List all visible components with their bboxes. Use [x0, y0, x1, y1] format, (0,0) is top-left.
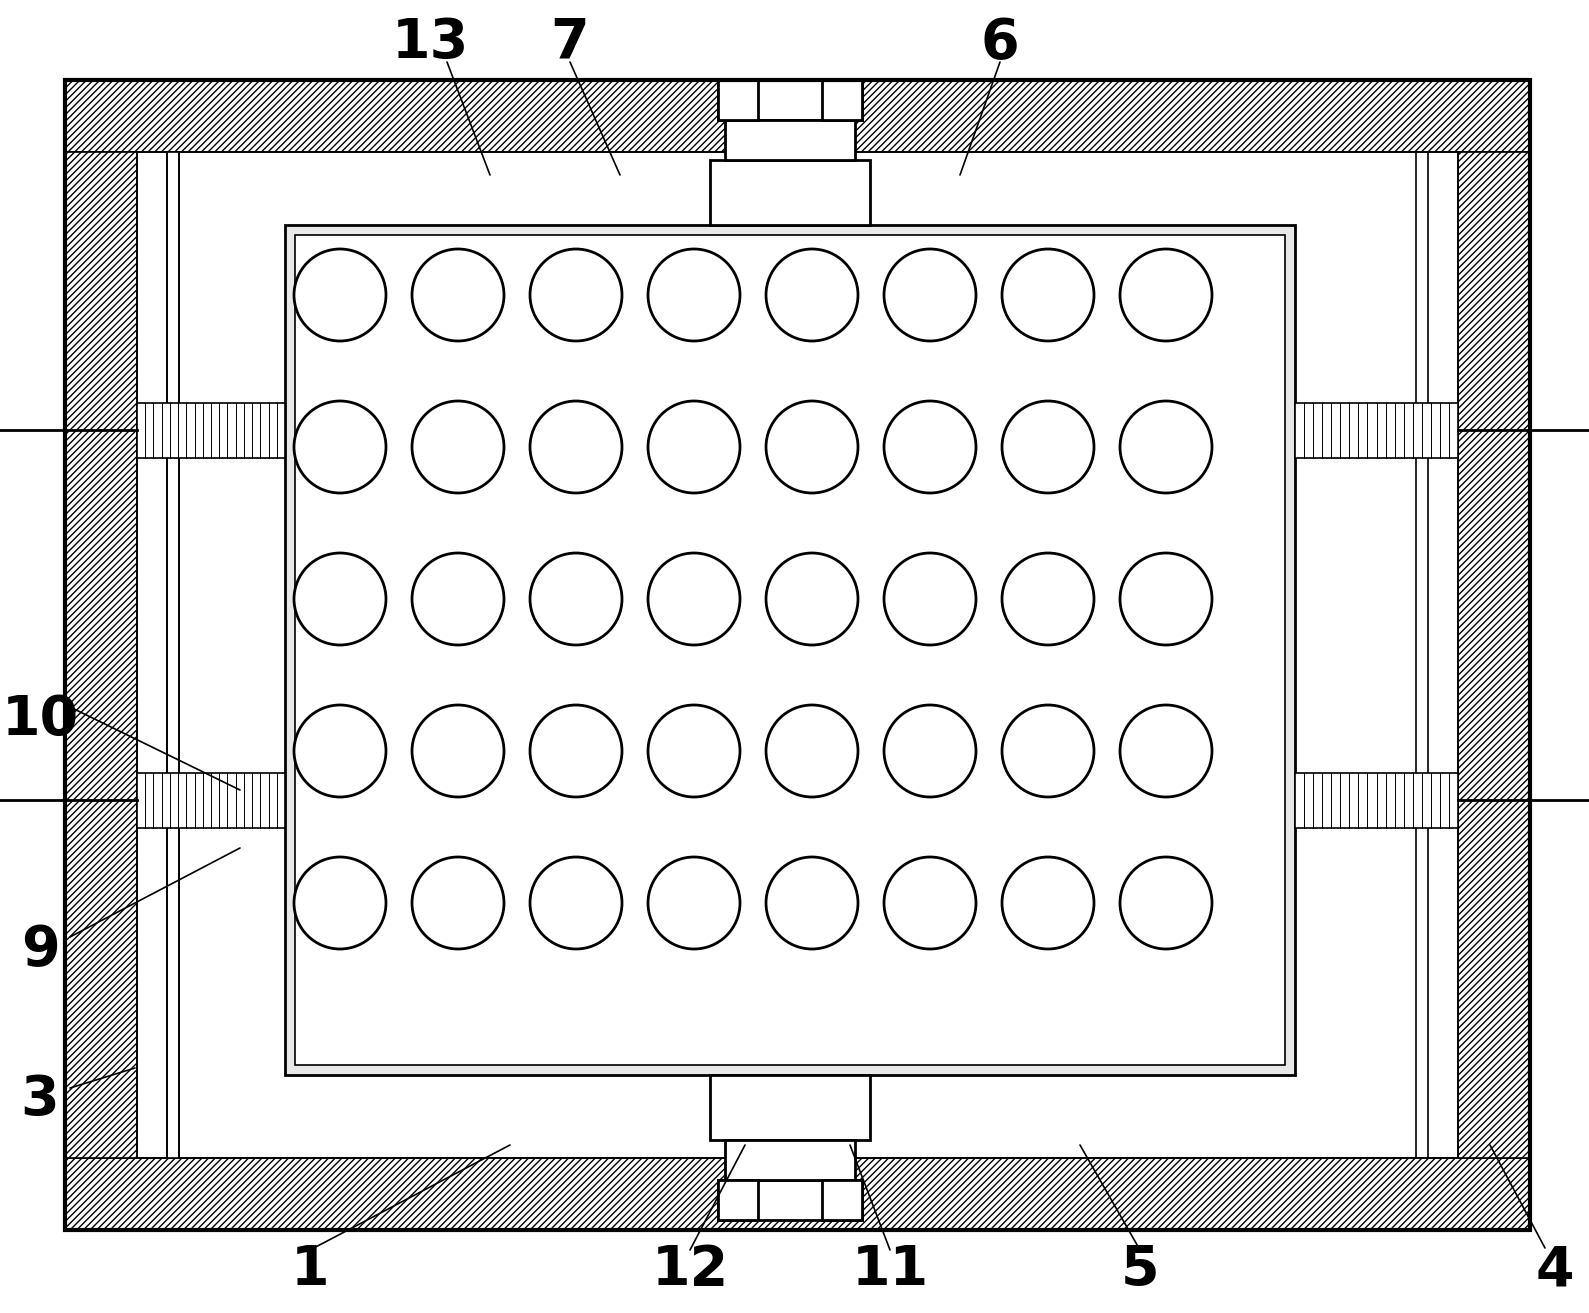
Bar [65, 80, 1530, 1230]
Text: 7: 7 [551, 16, 590, 70]
Circle shape [294, 553, 386, 645]
Bar [718, 80, 758, 119]
Circle shape [883, 553, 976, 645]
Circle shape [294, 857, 386, 949]
Circle shape [648, 249, 740, 341]
Text: 5: 5 [1120, 1243, 1160, 1297]
Circle shape [531, 400, 621, 492]
Circle shape [294, 705, 386, 797]
Circle shape [648, 400, 740, 492]
Bar [65, 80, 1530, 152]
Circle shape [766, 857, 858, 949]
Bar [65, 152, 137, 1158]
Circle shape [1003, 249, 1093, 341]
Circle shape [648, 705, 740, 797]
Text: 4: 4 [1535, 1243, 1575, 1297]
Circle shape [1120, 705, 1212, 797]
Circle shape [294, 249, 386, 341]
Bar [1295, 772, 1459, 827]
Circle shape [883, 400, 976, 492]
Bar [1295, 403, 1459, 457]
Bar [1459, 152, 1530, 1158]
Bar [167, 152, 180, 1158]
Circle shape [1120, 249, 1212, 341]
Text: 3: 3 [21, 1073, 59, 1127]
Circle shape [1120, 400, 1212, 492]
Circle shape [412, 400, 504, 492]
Circle shape [1120, 857, 1212, 949]
Bar [137, 152, 1459, 1158]
Circle shape [531, 857, 621, 949]
Circle shape [412, 705, 504, 797]
Circle shape [648, 857, 740, 949]
Circle shape [766, 553, 858, 645]
Bar [718, 1180, 861, 1220]
Bar [710, 1075, 871, 1140]
Circle shape [883, 705, 976, 797]
Bar [137, 403, 284, 457]
Circle shape [1120, 553, 1212, 645]
Bar [284, 225, 1295, 1075]
Circle shape [412, 553, 504, 645]
Bar [137, 772, 284, 827]
Bar [725, 119, 855, 160]
Circle shape [883, 249, 976, 341]
Circle shape [766, 400, 858, 492]
Circle shape [531, 553, 621, 645]
Bar [822, 80, 861, 119]
Bar [65, 80, 1530, 1230]
Circle shape [531, 705, 621, 797]
Circle shape [883, 857, 976, 949]
Bar [65, 1158, 1530, 1230]
Text: 6: 6 [980, 16, 1020, 70]
Circle shape [531, 249, 621, 341]
Circle shape [1003, 400, 1093, 492]
Circle shape [766, 249, 858, 341]
Circle shape [1003, 705, 1093, 797]
Circle shape [1003, 857, 1093, 949]
Bar [822, 1180, 861, 1220]
Bar [718, 80, 861, 119]
Bar [296, 235, 1286, 1065]
Circle shape [412, 249, 504, 341]
Circle shape [412, 857, 504, 949]
Circle shape [766, 705, 858, 797]
Bar [718, 1180, 758, 1220]
Bar [725, 1140, 855, 1180]
Circle shape [294, 400, 386, 492]
Bar [710, 160, 871, 225]
Text: 11: 11 [852, 1243, 928, 1297]
Text: 13: 13 [391, 16, 469, 70]
Circle shape [648, 553, 740, 645]
Text: 9: 9 [21, 923, 59, 977]
Text: 10: 10 [2, 693, 78, 747]
Text: 1: 1 [291, 1243, 329, 1297]
Text: 12: 12 [651, 1243, 729, 1297]
Circle shape [1003, 553, 1093, 645]
